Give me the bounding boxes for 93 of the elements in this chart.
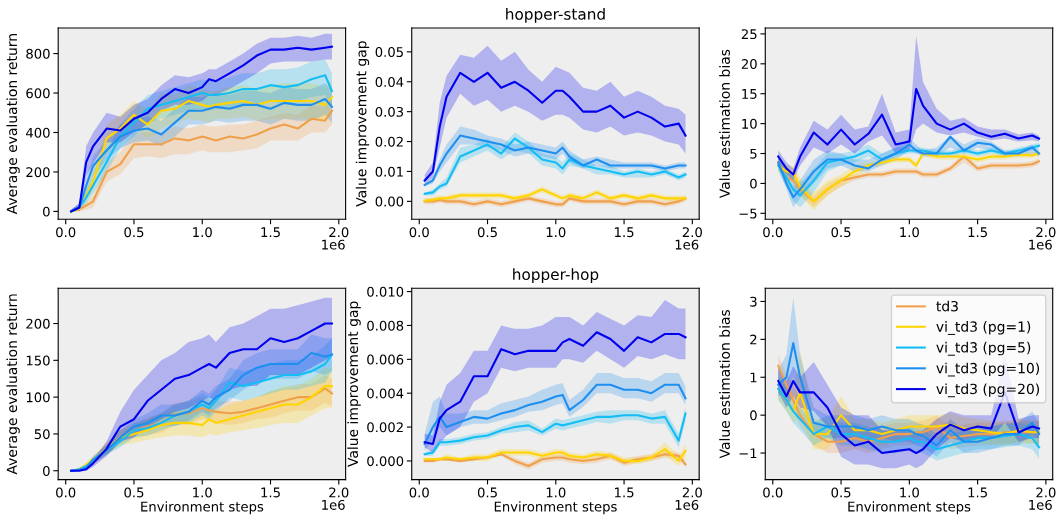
chart-title: hopper-stand xyxy=(506,7,605,23)
x-tick-label: 1.0 xyxy=(546,487,566,498)
x-tick-label: 1.0 xyxy=(900,487,919,498)
line-series xyxy=(777,87,1041,176)
y-tick-label: 150 xyxy=(26,355,50,366)
y-tick-label: 800 xyxy=(26,48,50,59)
x-tick-label: 0.0 xyxy=(409,487,429,498)
y-tick-label: 0.006 xyxy=(367,354,404,365)
x-tick-label: 0.5 xyxy=(477,487,497,498)
y-tick-label: 0.03 xyxy=(375,106,404,117)
x-tick-label: 2.0 xyxy=(1036,227,1056,238)
x-tick-label: 1.0 xyxy=(193,227,212,238)
y-tick-label: 0.00 xyxy=(375,196,404,207)
y-tick-label: 0 xyxy=(750,178,757,189)
legend-label: vi_td3 (pg=5) xyxy=(936,341,1031,356)
text: 1e6 xyxy=(675,239,699,250)
y-tick-label: 0 xyxy=(43,206,50,217)
y-tick-label: 0.02 xyxy=(375,136,403,147)
y-tick-label: 200 xyxy=(26,318,50,329)
y-tick-label: 5 xyxy=(750,148,757,159)
legend-label: td3 xyxy=(936,300,958,312)
line-series xyxy=(423,383,687,446)
line-series xyxy=(423,448,687,462)
line-series xyxy=(777,144,1041,197)
y-tick-label: 0.04 xyxy=(375,76,404,87)
x-tick-label: 0.5 xyxy=(124,227,144,238)
x-tick-label: 1.5 xyxy=(968,227,987,238)
y-tick-label: 0.01 xyxy=(375,166,403,177)
x-tick-label: 0.5 xyxy=(831,487,851,498)
y-tick-label: 25 xyxy=(741,29,757,40)
y-tick-label: 600 xyxy=(26,88,50,99)
y-tick-label: 400 xyxy=(26,127,50,138)
y-tick-label: 0.000 xyxy=(367,456,404,467)
text: 1e6 xyxy=(1029,239,1052,250)
text: 1e6 xyxy=(322,239,345,250)
x-tick-label: 0.0 xyxy=(763,227,783,238)
x-tick-label: 2.0 xyxy=(329,487,349,498)
x-tick-label: 0.5 xyxy=(477,227,497,238)
chart-title: hopper-hop xyxy=(513,268,599,284)
legend-label: vi_td3 (pg=20) xyxy=(936,383,1040,398)
y-axis-title: Average evaluation return xyxy=(6,294,20,475)
x-tick-label: 2.0 xyxy=(329,227,349,238)
y-axis-title: Value estimation bias xyxy=(719,310,730,459)
x-tick-label: 0.0 xyxy=(56,227,76,238)
x-tick-label: 0.5 xyxy=(124,487,144,498)
y-tick-label: 10 xyxy=(742,118,757,129)
y-tick-label: 0 xyxy=(43,465,50,476)
x-tick-label: 1.5 xyxy=(261,227,280,238)
y-tick-label: 100 xyxy=(26,392,50,403)
y-tick-label: 0 xyxy=(750,410,757,421)
x-tick-label: 2.0 xyxy=(1036,487,1056,498)
text: 1e6 xyxy=(322,499,345,510)
y-tick-label: 0.004 xyxy=(367,388,404,399)
x-tick-label: 0.0 xyxy=(763,487,783,498)
line-series xyxy=(423,71,687,182)
x-tick-label: 2.0 xyxy=(682,487,702,498)
y-tick-label: 0.010 xyxy=(367,286,404,297)
y-tick-label: 0.002 xyxy=(367,422,403,433)
line-series xyxy=(423,331,687,446)
legend-label: vi_td3 (pg=1) xyxy=(936,321,1031,335)
y-tick-label: 3 xyxy=(750,296,757,307)
line-series xyxy=(423,134,687,186)
y-tick-label: 200 xyxy=(26,167,50,178)
x-tick-label: 2.0 xyxy=(682,227,702,238)
y-axis-title: Value improvement gap xyxy=(355,41,370,207)
y-axis-title: Average evaluation return xyxy=(6,34,20,215)
text: 1e6 xyxy=(1029,499,1052,510)
y-tick-label: 0.008 xyxy=(367,320,404,331)
y-tick-label: 15 xyxy=(742,89,757,99)
x-tick-label: 1.5 xyxy=(261,487,280,498)
text: 1e6 xyxy=(675,499,699,510)
y-tick-label: 20 xyxy=(741,59,757,70)
x-axis-title: Environment steps xyxy=(848,501,971,515)
x-tick-label: 1.0 xyxy=(900,227,919,238)
y-tick-label: 2 xyxy=(750,334,757,345)
y-tick-label: −1 xyxy=(739,448,757,459)
x-axis-title: Environment steps xyxy=(494,501,617,515)
y-tick-label: 50 xyxy=(34,429,50,440)
y-tick-label: 0.05 xyxy=(375,47,403,58)
y-tick-label: −5 xyxy=(739,208,757,219)
x-tick-label: 1.0 xyxy=(546,227,566,238)
x-tick-label: 1.5 xyxy=(615,227,634,238)
x-tick-label: 1.5 xyxy=(615,487,634,498)
y-axis-title: Value improvement gap xyxy=(347,301,361,467)
x-axis-title: Environment steps xyxy=(141,501,264,515)
x-tick-label: 0.0 xyxy=(56,487,76,498)
x-tick-label: 0.5 xyxy=(831,227,851,238)
x-tick-label: 1.0 xyxy=(193,487,212,498)
legend-label: vi_td3 (pg=10) xyxy=(936,362,1040,377)
y-axis-title: Value estimation bias xyxy=(719,49,730,199)
x-tick-label: 1.5 xyxy=(968,487,987,498)
x-tick-label: 0.0 xyxy=(409,227,429,238)
y-tick-label: 1 xyxy=(750,372,757,383)
